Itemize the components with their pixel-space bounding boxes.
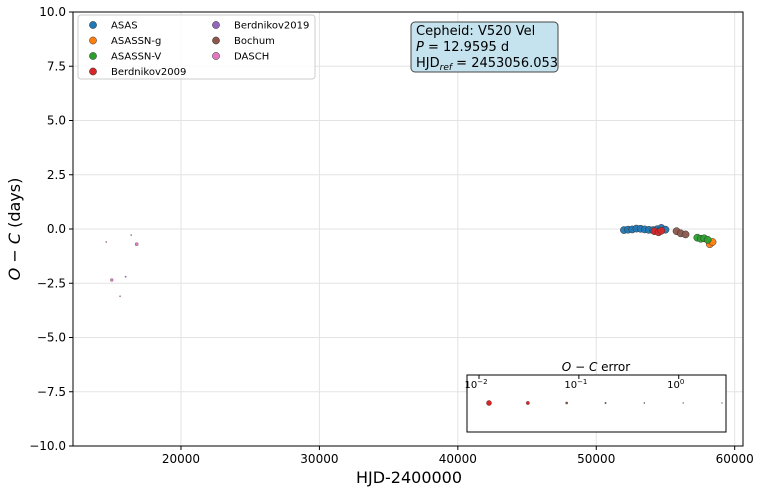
point-dasch [134,242,139,246]
y-axis-label-minus: − [5,244,24,268]
error-legend-tick-label: 100 [667,378,684,391]
point-bochum [681,230,690,239]
legend-label-bochum: Bochum [234,36,275,47]
error-legend-sample [721,402,723,404]
point-berdnikov2009 [657,226,666,235]
point-dasch [105,241,107,243]
error-legend-title-c: C [589,360,598,374]
y-tick-label: 7.5 [47,59,66,73]
error-legend: O − C error 10−2 10−1 100 [464,360,727,433]
point-asassn-v [703,236,712,244]
x-tick-label: 50000 [577,452,615,466]
x-axis-label: HJD-2400000 [356,468,462,487]
error-legend-title: O − C error [562,360,630,374]
point-dasch [130,234,132,236]
legend-label-asassn-g: ASASSN-g [111,36,161,47]
error-legend-frame [466,374,727,433]
legend-label-dasch: DASCH [234,52,269,63]
info-box-period-value: = 12.9595 d [424,40,509,55]
y-tick-label: −5.0 [37,331,66,345]
point-dasch [119,295,121,298]
x-axis-ticks: 20000 30000 40000 50000 60000 [162,446,754,466]
point-dasch [110,278,114,282]
legend-items: ASAS ASASSN-g ASASSN-V Berdnikov2009 Berdnik… [89,21,309,78]
y-axis-ticks: −10.0 −7.5 −5.0 −2.5 0.0 2.5 5.0 7.5 10.0 [29,5,73,453]
error-legend-sample [565,401,569,405]
y-tick-label: −2.5 [37,276,66,290]
legend-marker-asas [89,21,97,29]
series-legend: ASAS ASASSN-g ASASSN-V Berdnikov2009 Berdnik… [77,14,316,80]
info-box-cepheid: Cepheid: V520 Vel [416,24,535,39]
error-legend-sample [604,402,607,404]
legend-label-berdnikov2009: Berdnikov2009 [111,67,186,78]
error-legend-sample [486,400,492,406]
error-legend-sample [682,402,684,404]
info-box-period-var: P [416,40,424,55]
legend-marker-berdnikov2019 [212,21,220,29]
error-legend-tick-label: 10−1 [564,378,587,391]
legend-label-berdnikov2019: Berdnikov2019 [234,21,309,32]
error-legend-sample [643,402,646,404]
y-tick-label: 0.0 [47,222,66,236]
y-axis-label-o: O [5,268,24,281]
y-axis-label: O − C (days) [5,178,24,281]
y-tick-label: −7.5 [37,385,66,399]
info-box-epoch-sub: ref [440,63,454,73]
error-legend-title-minus: − [571,360,589,374]
error-legend-ticks: 10−2 10−1 100 [464,375,684,391]
x-tick-label: 20000 [162,452,200,466]
legend-marker-bochum [212,36,220,45]
info-box-frame [410,21,559,73]
y-tick-label: 2.5 [47,168,66,182]
plot-frame [72,11,744,447]
error-legend-title-o: O [562,360,571,374]
info-box-epoch: HJDref = 2453056.053 [416,56,558,73]
y-tick-label: −10.0 [29,439,66,453]
info-box-epoch-value: = 2453056.053 [452,56,558,71]
legend-label-asassn-v: ASASSN-V [111,52,161,63]
legend-marker-berdnikov2009 [89,67,97,76]
x-tick-label: 40000 [439,452,477,466]
legend-marker-dasch [212,52,220,60]
point-dasch [124,275,127,278]
error-legend-sample [526,401,530,405]
legend-marker-asassn-v [89,52,97,60]
info-box: Cepheid: V520 Vel P = 12.9595 d HJDref =… [410,21,559,73]
legend-marker-asassn-g [89,36,97,45]
y-axis-label-unit: (days) [5,178,24,233]
y-tick-label: 10.0 [39,5,66,19]
error-legend-samples [486,400,723,406]
info-box-epoch-main: HJD [416,56,440,71]
legend-frame [77,14,316,80]
data-points [105,224,717,298]
x-tick-label: 60000 [716,452,754,466]
error-legend-tick-label: 10−2 [464,378,487,391]
info-box-period: P = 12.9595 d [416,40,509,55]
error-legend-title-rest: error [597,360,630,374]
y-axis-label-c: C [5,232,24,244]
legend-label-asas: ASAS [111,21,138,32]
x-tick-label: 30000 [300,452,338,466]
y-tick-label: 5.0 [47,114,66,128]
